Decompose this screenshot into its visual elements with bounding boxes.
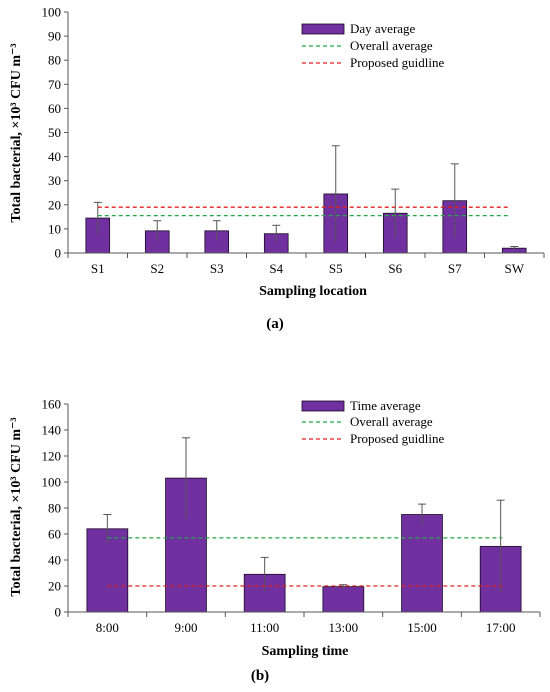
- y-tick-label-20: 20: [48, 197, 61, 212]
- y-tick-label-160: 160: [42, 397, 62, 412]
- y-tick-label-60: 60: [48, 101, 61, 116]
- x-tick-label-13-00: 13:00: [329, 620, 359, 635]
- x-tick-label-s2: S2: [150, 261, 164, 276]
- x-axis-ticks: 8:00 9:00 11:00 13:00 15:00 17:00: [67, 612, 541, 635]
- y-tick-label-40: 40: [48, 553, 61, 568]
- y-tick-label-90: 90: [48, 29, 61, 44]
- y-axis-title: Total bacterial, ×10³ CFU m⁻³: [9, 417, 24, 596]
- y-tick-label-100: 100: [42, 5, 62, 20]
- y-tick-label-0: 0: [55, 246, 62, 261]
- error-bars: [103, 437, 505, 593]
- x-tick-label-s6: S6: [388, 261, 402, 276]
- y-tick-label-30: 30: [48, 173, 61, 188]
- y-axis-ticks: 0 20 40 60 80 100 120 140 160: [42, 397, 68, 620]
- bar-15-00: [401, 514, 443, 613]
- y-axis-title: Total bacterial, ×10³ CFU m⁻³: [9, 43, 24, 222]
- axes: [67, 404, 540, 613]
- legend: Time average Overall average Proposed gu…: [301, 398, 444, 446]
- y-tick-label-20: 20: [48, 579, 61, 594]
- x-tick-label-17-00: 17:00: [486, 620, 516, 635]
- x-tick-label-s4: S4: [269, 261, 283, 276]
- caption-a: (a): [266, 316, 284, 332]
- x-tick-label-8-00: 8:00: [96, 620, 119, 635]
- legend-swatch-day-average: [301, 23, 345, 35]
- chart-b: 0 20 40 60 80 100 120 140 160 8:00 9:00 11:00 13:00…: [9, 397, 541, 684]
- reference-lines: [97, 206, 511, 217]
- y-tick-label-50: 50: [48, 125, 61, 140]
- y-tick-label-40: 40: [48, 149, 61, 164]
- legend-label-day-average: Day average: [350, 21, 416, 36]
- legend-label-proposed-guideline: Proposed guidline: [350, 431, 444, 446]
- y-tick-label-100: 100: [42, 475, 62, 490]
- x-axis-title: Sampling time: [262, 644, 349, 659]
- x-tick-label-sw: SW: [505, 261, 525, 276]
- y-tick-label-80: 80: [48, 501, 61, 516]
- bar-9-00: [165, 477, 207, 613]
- caption-b: (b): [251, 668, 269, 684]
- legend-label-time-average: Time average: [350, 398, 421, 413]
- x-tick-label-11-00: 11:00: [250, 620, 279, 635]
- bars: [86, 477, 522, 613]
- y-tick-label-140: 140: [42, 423, 62, 438]
- legend-label-overall-average: Overall average: [350, 38, 433, 53]
- error-bars: [93, 145, 519, 250]
- legend-label-overall-average: Overall average: [350, 414, 433, 429]
- x-tick-label-9-00: 9:00: [174, 620, 197, 635]
- legend-label-proposed-guideline: Proposed guidline: [350, 55, 444, 70]
- y-tick-label-10: 10: [48, 221, 61, 236]
- x-tick-label-15-00: 15:00: [407, 620, 437, 635]
- axes: [67, 12, 544, 254]
- reference-lines: [107, 537, 503, 587]
- legend: Day average Overall average Proposed gui…: [301, 21, 444, 70]
- bars: [85, 193, 527, 254]
- y-tick-label-120: 120: [42, 449, 62, 464]
- y-tick-label-0: 0: [55, 605, 62, 620]
- y-tick-label-80: 80: [48, 53, 61, 68]
- y-axis-ticks: 0 10 20 30 40 50 60 70 80 90 100: [42, 5, 68, 261]
- x-axis-title: Sampling location: [259, 284, 367, 299]
- x-tick-label-s7: S7: [448, 261, 462, 276]
- x-tick-label-s1: S1: [91, 261, 105, 276]
- x-tick-label-s5: S5: [329, 261, 343, 276]
- y-tick-label-60: 60: [48, 527, 61, 542]
- legend-swatch-time-average: [301, 400, 345, 412]
- x-axis-ticks: S1 S2 S3 S4 S5 S6 S7 SW: [67, 253, 545, 276]
- bar-13-00: [322, 586, 365, 613]
- x-tick-label-s3: S3: [210, 261, 224, 276]
- y-tick-label-70: 70: [48, 77, 61, 92]
